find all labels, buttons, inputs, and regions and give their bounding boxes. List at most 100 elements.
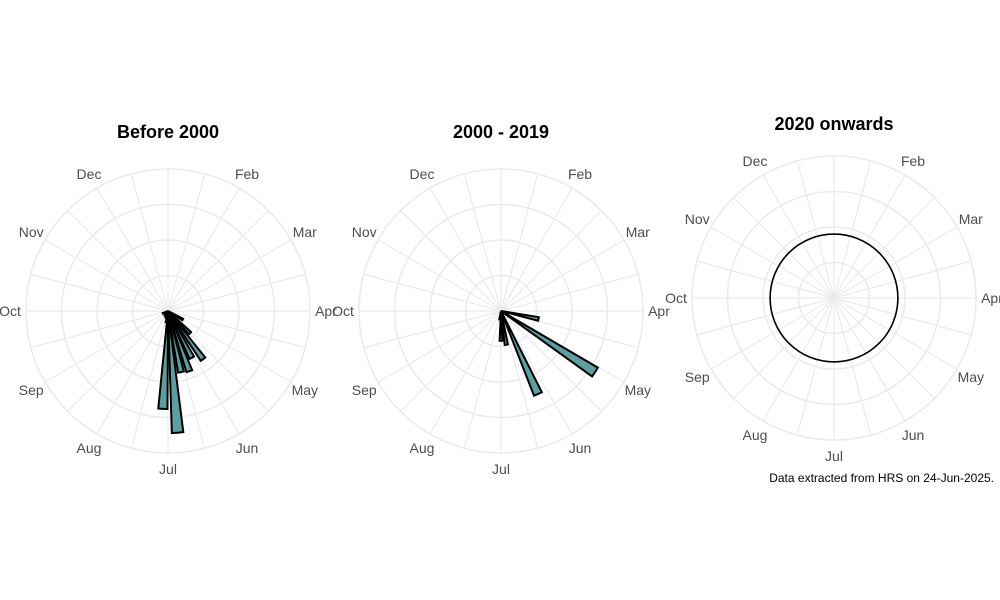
grid-spoke [30,310,169,349]
grid-spoke [696,297,835,336]
month-label-jun: Jun [569,440,592,456]
grid-spoke [500,310,602,412]
month-label-feb: Feb [901,153,925,169]
month-label-dec: Dec [77,166,102,182]
bars [498,310,600,397]
grid-spoke [167,187,240,312]
month-label-feb: Feb [235,166,259,182]
month-label-nov: Nov [352,224,377,240]
grid-spoke [762,297,835,422]
grid-spoke [833,297,872,436]
bar [167,310,207,363]
month-label-feb: Feb [568,166,592,182]
month-label-dec: Dec [743,153,768,169]
month-label-sep: Sep [352,382,377,398]
bar [500,310,540,322]
bar [500,310,544,397]
grid-spoke [167,310,306,349]
grid-spoke [44,239,169,312]
month-label-mar: Mar [626,224,650,240]
month-label-apr: Apr [648,303,670,319]
panel-title: 2000 - 2019 [453,122,549,142]
grid-spoke [67,210,169,312]
grid-spoke [733,297,835,399]
grid-spoke [167,273,306,312]
bar [157,310,169,410]
month-label-sep: Sep [19,382,44,398]
grid-spoke [833,197,935,299]
grid-spoke [167,310,292,383]
data-source-caption: Data extracted from HRS on 24-Jun-2025. [769,471,994,485]
month-label-aug: Aug [743,427,768,443]
bar [500,310,600,378]
grid-spoke [363,273,502,312]
grid-spoke [44,310,169,383]
grid-spoke [796,160,835,299]
bar [167,310,186,374]
panel-before-2000: Before 2000 Feb Mar Apr May Jun Jul Aug Sep Oct N… [0,122,337,477]
grid-spoke [463,173,502,312]
grid-spoke [500,239,625,312]
month-label-apr: Apr [981,290,1000,306]
month-label-aug: Aug [77,440,102,456]
grid-spoke [833,226,958,299]
grid-spoke [377,310,502,383]
grid-spoke [67,310,169,412]
polar-grid [25,168,311,454]
month-label-jun: Jun [902,427,925,443]
month-label-may: May [958,369,984,385]
grid-spoke [710,226,835,299]
grid-spoke [500,187,573,312]
empty-ring [769,233,899,363]
grid-spoke [96,187,169,312]
panel-title: 2020 onwards [774,114,893,134]
month-label-oct: Oct [0,303,21,319]
bar [167,310,194,374]
bar [161,310,169,315]
month-label-may: May [292,382,318,398]
bars [769,233,899,363]
grid-spoke [833,297,935,399]
month-label-sep: Sep [685,369,710,385]
bars [157,310,207,435]
month-label-nov: Nov [19,224,44,240]
panel-2020-onwards: 2020 onwards Feb Mar Apr May Jun Jul Aug Sep Oct… [665,114,1000,464]
grid-spoke [796,297,835,436]
grid-spoke [833,297,958,370]
month-label-aug: Aug [410,440,435,456]
grid-spoke [500,273,639,312]
grid-spoke [429,187,502,312]
bar [498,310,504,342]
grid-spoke [167,239,292,312]
panel-title: Before 2000 [117,122,219,142]
month-label-jul: Jul [159,461,177,477]
grid-spoke [833,174,906,299]
polar-grid [358,168,644,454]
month-label-mar: Mar [293,224,317,240]
grid-spoke [500,173,539,312]
grid-spoke [167,173,206,312]
grid-spoke [463,310,502,449]
grid-spoke [400,210,502,312]
bar [167,310,185,435]
month-label-nov: Nov [685,211,710,227]
month-label-jul: Jul [492,461,510,477]
panel-2000-2019: 2000 - 2019 Feb Mar Apr May Jun Jul Aug Sep Oct N… [332,122,670,477]
grid-spoke [377,239,502,312]
grid-spoke [130,173,169,312]
grid-spoke [500,310,539,449]
month-label-dec: Dec [410,166,435,182]
month-label-mar: Mar [959,211,983,227]
grid-spoke [833,297,906,422]
grid-spoke [833,160,872,299]
month-label-oct: Oct [665,290,687,306]
polar-grid [691,155,977,441]
grid-spoke [733,197,835,299]
month-label-may: May [625,382,651,398]
grid-spoke [400,310,502,412]
grid-spoke [500,310,573,435]
grid-spoke [363,310,502,349]
month-label-jun: Jun [236,440,259,456]
month-labels: Feb Mar Apr May Jun Jul Aug Sep Oct Nov Dec [332,166,670,477]
